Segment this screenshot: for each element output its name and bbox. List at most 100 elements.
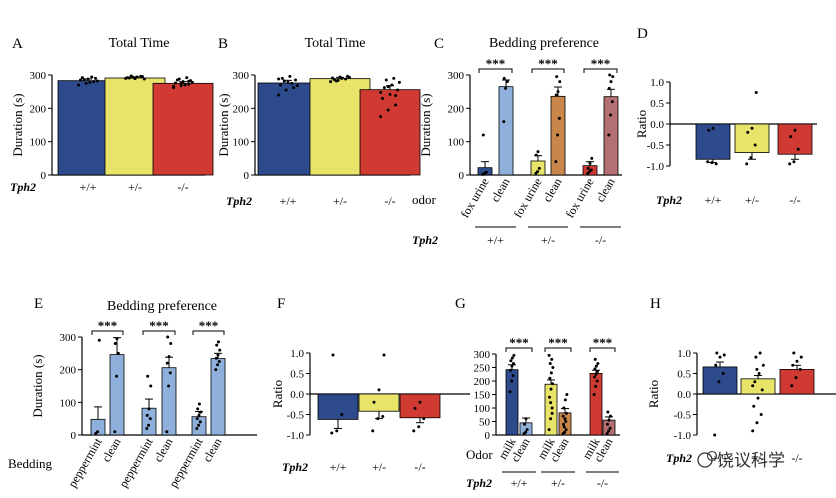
data-point [609, 80, 613, 84]
data-point [750, 126, 754, 130]
y-tick-label: 1.0 [650, 77, 664, 89]
data-point [788, 162, 792, 166]
data-point [746, 130, 750, 134]
y-tick-label: 0.0 [677, 389, 691, 401]
significance-bracket [544, 347, 572, 352]
bar [210, 358, 226, 436]
data-point [388, 92, 392, 96]
data-point [147, 407, 151, 411]
data-point [594, 364, 598, 368]
data-point [145, 426, 149, 430]
category-label: +/- [751, 451, 765, 465]
data-point [561, 414, 565, 418]
data-point [215, 343, 219, 347]
data-point [344, 77, 348, 81]
bar-label: fox urine [563, 176, 597, 221]
significance-bracket [589, 347, 616, 352]
data-point [216, 353, 220, 357]
data-point [115, 374, 119, 378]
y-tick-label: 0 [485, 430, 491, 442]
data-point [214, 368, 218, 372]
data-point [279, 83, 282, 87]
y-tick-label: 1.0 [677, 348, 691, 360]
data-point [595, 379, 599, 383]
bar-label: clean [540, 176, 565, 205]
data-point [371, 429, 375, 433]
data-point [166, 335, 170, 339]
bar [544, 383, 558, 436]
data-point [394, 103, 398, 107]
y-tick-label: 0.5 [650, 98, 664, 110]
panel-letter: E [34, 296, 43, 312]
data-point [565, 411, 568, 415]
data-point [379, 115, 383, 119]
data-point [174, 81, 177, 85]
bar [399, 393, 441, 419]
category-label: -/- [789, 193, 800, 207]
y-tick-label: -1.0 [674, 430, 692, 442]
data-point [88, 80, 92, 84]
group-var-label: Tph2 [10, 180, 36, 194]
panel-c: C Bedding preference 0 100 200 300 Duration (s… [412, 36, 622, 247]
data-point [607, 418, 611, 422]
group-var-label: Tph2 [412, 233, 438, 247]
bar-label: clean [99, 436, 124, 465]
data-point [548, 361, 552, 365]
data-point [707, 128, 711, 132]
data-point [113, 430, 117, 434]
bar [777, 123, 813, 155]
data-point [86, 77, 90, 81]
data-point [547, 428, 551, 432]
data-point [608, 73, 612, 77]
data-point [384, 78, 388, 82]
data-point [129, 74, 133, 78]
bar [498, 86, 514, 176]
data-point [722, 353, 726, 357]
data-point [751, 429, 755, 433]
data-point [537, 166, 541, 170]
bar [358, 393, 400, 412]
data-point [115, 337, 119, 341]
data-point [557, 116, 561, 120]
y-axis-label: Duration (s) [30, 354, 45, 417]
bar [257, 82, 319, 176]
data-point [789, 135, 793, 139]
group-var-label: Tph2 [466, 476, 492, 490]
y-axis-label: Ratio [634, 110, 649, 138]
significance-label: *** [538, 56, 558, 71]
panel-letter: H [650, 296, 661, 312]
panel-e: E Bedding preference 0 100 200 300 Duration (s… [8, 296, 257, 490]
data-point [547, 353, 551, 357]
data-point [706, 160, 710, 164]
data-point [376, 417, 380, 421]
data-point [548, 395, 551, 399]
data-point [277, 77, 281, 81]
data-point [94, 76, 97, 80]
data-point [197, 402, 201, 406]
data-point [197, 413, 201, 417]
data-point [97, 338, 101, 342]
data-point [386, 108, 390, 112]
data-point [711, 126, 715, 130]
data-point [79, 78, 82, 82]
panel-letter: B [218, 36, 228, 52]
data-point [715, 351, 719, 355]
data-point [549, 371, 553, 375]
data-point [422, 417, 426, 421]
data-point [564, 428, 568, 432]
data-point [754, 91, 758, 94]
y-tick-label: 0 [41, 170, 47, 182]
data-point [717, 380, 721, 384]
data-point [755, 421, 759, 425]
data-point [167, 355, 171, 359]
data-point [798, 367, 802, 371]
y-tick-label: 200 [60, 365, 77, 377]
significance-label: *** [486, 56, 506, 71]
data-point [508, 390, 512, 394]
data-point [565, 393, 569, 396]
data-point [509, 359, 513, 363]
data-point [593, 375, 596, 379]
data-point [96, 430, 100, 434]
data-point [295, 84, 299, 88]
